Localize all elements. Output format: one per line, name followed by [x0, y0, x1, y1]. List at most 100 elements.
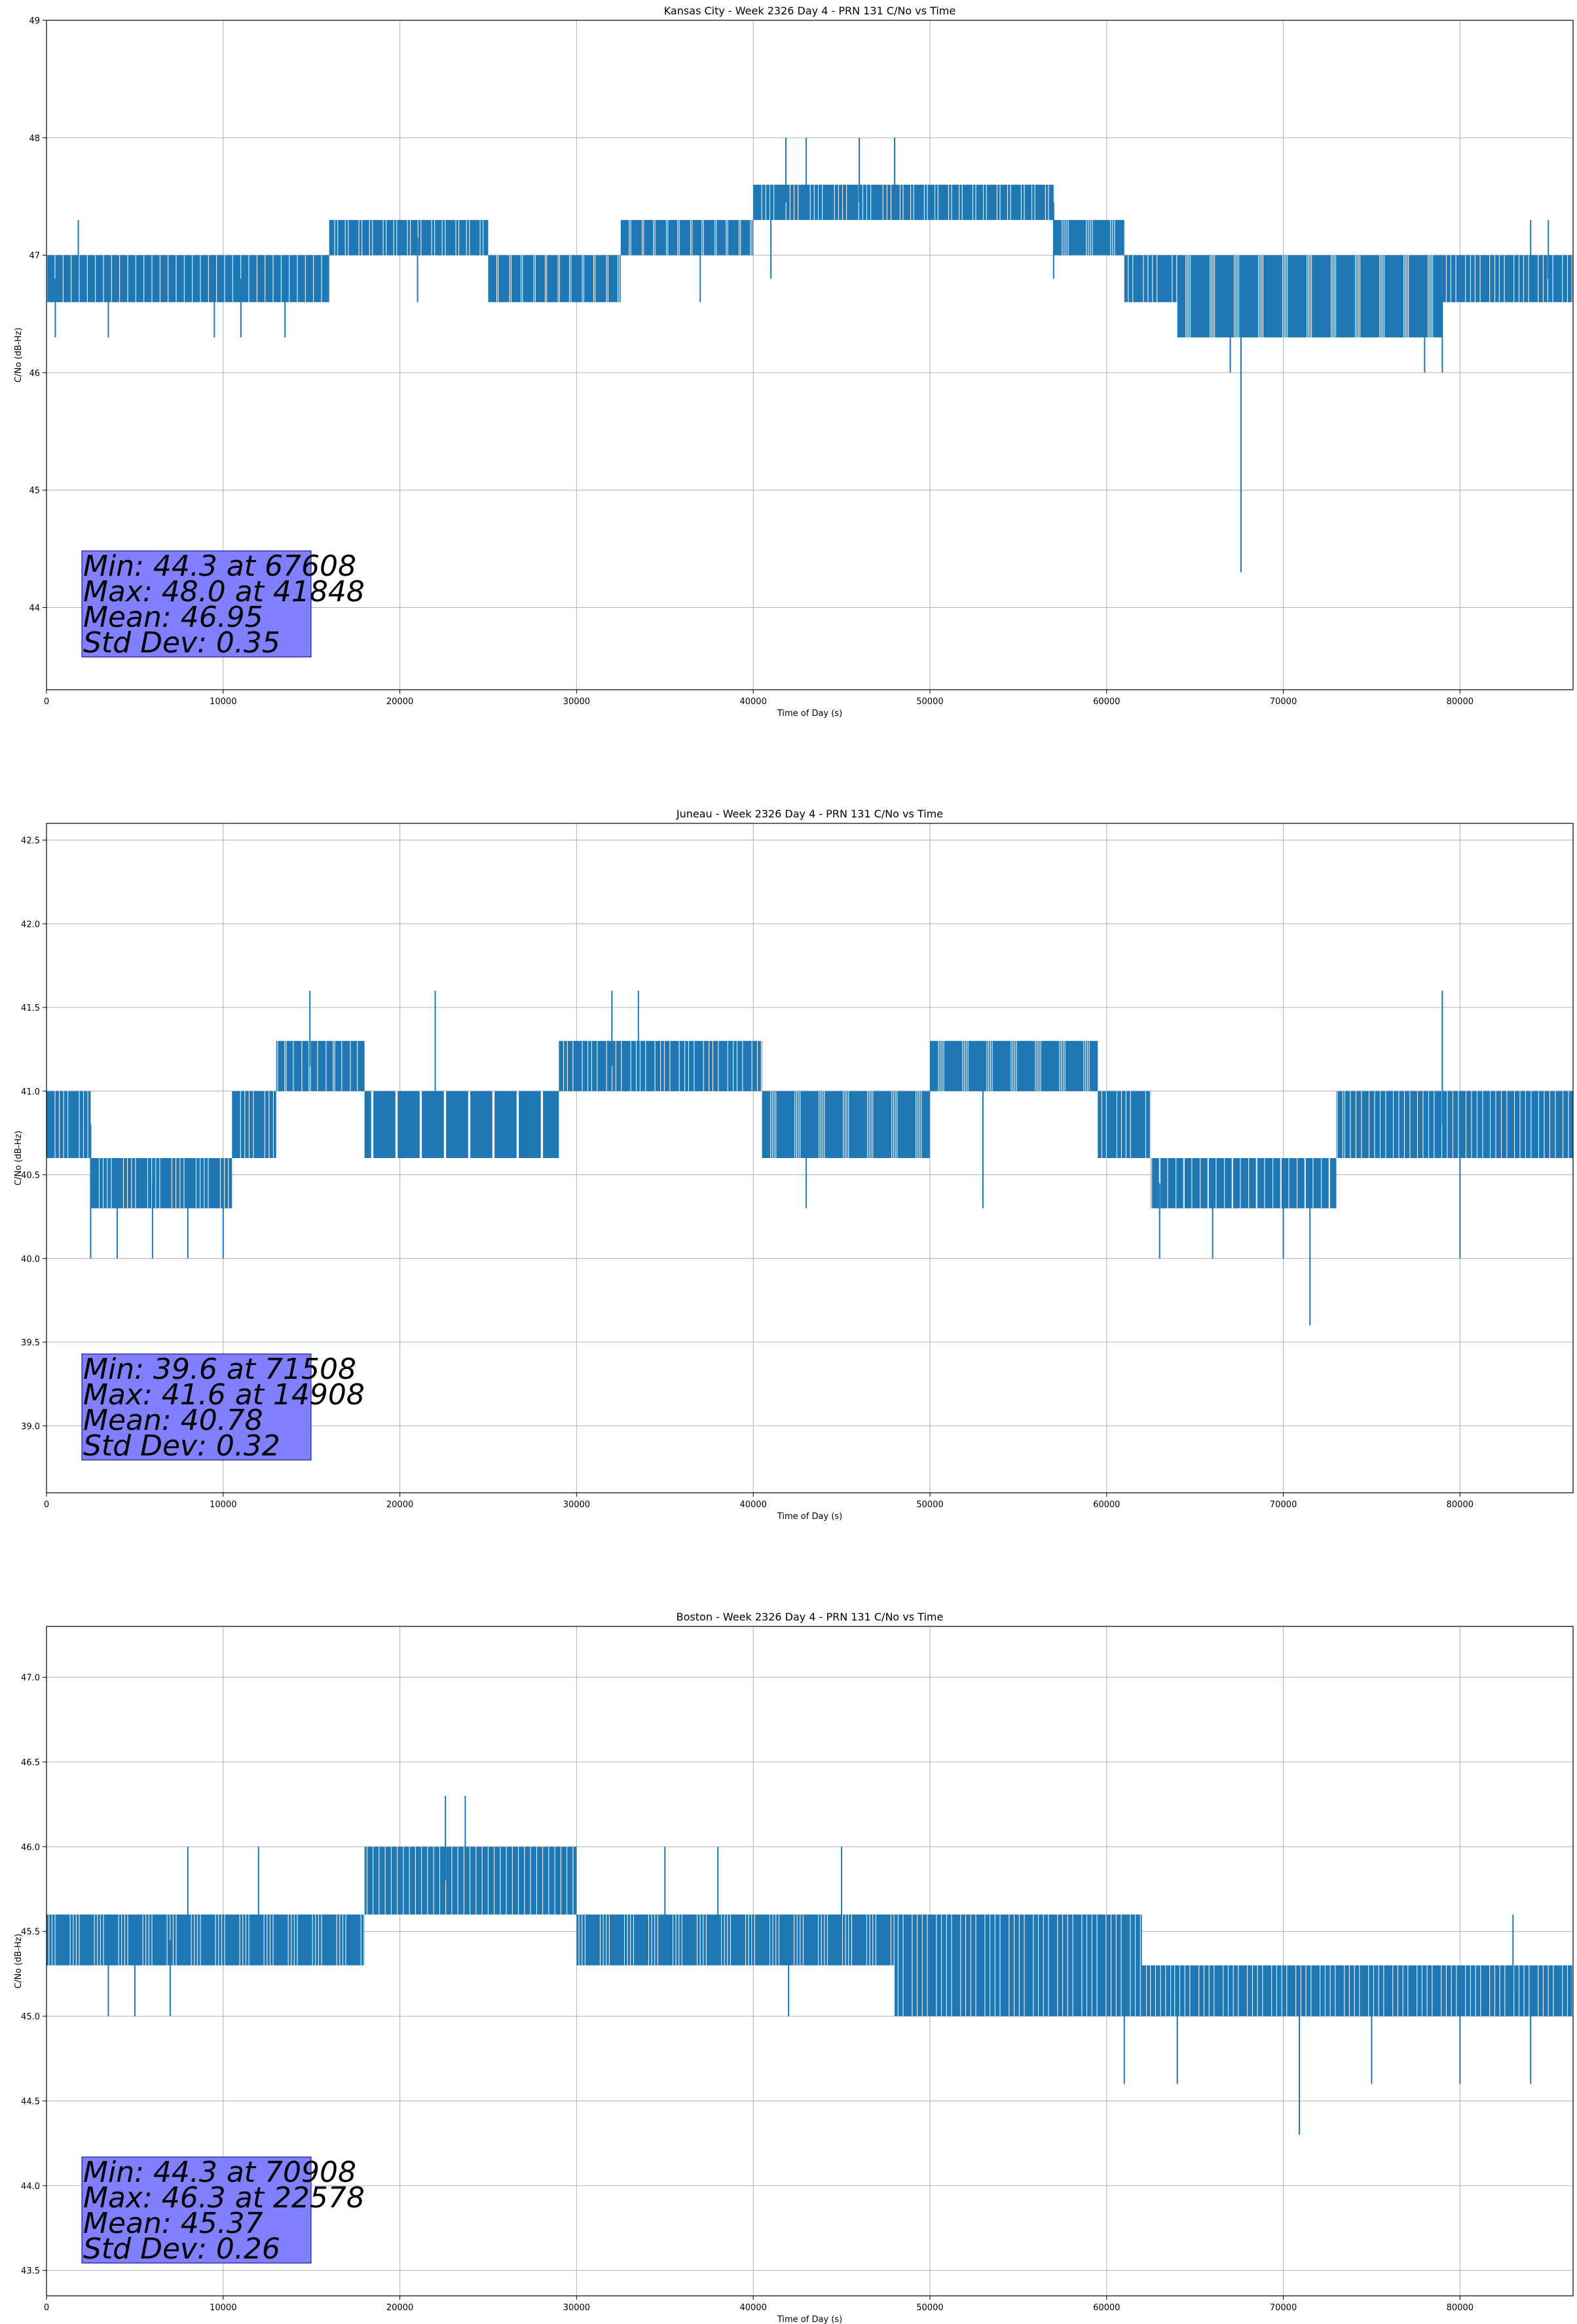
x-axis-label: Time of Day (s) [777, 1512, 842, 1522]
y-tick-label: 47 [29, 252, 40, 261]
x-tick-label: 10000 [210, 697, 236, 707]
chart-title: Kansas City - Week 2326 Day 4 - PRN 131 … [664, 5, 955, 17]
data-band [1336, 1091, 1573, 1158]
y-tick-label: 42.0 [21, 920, 40, 929]
y-tick-label: 39.0 [21, 1422, 40, 1432]
chart-title: Boston - Week 2326 Day 4 - PRN 131 C/No … [677, 1611, 944, 1623]
stats-std: Std Dev: 0.32 [83, 1429, 280, 1463]
y-tick-label: 40.5 [21, 1171, 40, 1181]
data-band [753, 185, 895, 220]
x-tick-label: 70000 [1270, 2303, 1297, 2313]
x-tick-label: 80000 [1447, 697, 1474, 707]
stats-std: Std Dev: 0.35 [83, 626, 280, 660]
data-band [1098, 1091, 1151, 1158]
stats-min: Min: 39.6 at 71508 [83, 1353, 356, 1386]
y-axis-label: C/No (dB-Hz) [14, 1131, 24, 1186]
data-band [1141, 1965, 1573, 2017]
data-band [895, 185, 1054, 220]
y-tick-label: 46.0 [21, 1843, 40, 1852]
y-tick-label: 46.5 [21, 1758, 40, 1768]
y-tick-label: 44.0 [21, 2182, 40, 2192]
x-tick-label: 0 [44, 697, 49, 707]
data-band [232, 1091, 276, 1158]
y-tick-label: 41.0 [21, 1087, 40, 1097]
data-band [1151, 1158, 1337, 1209]
chart-panel-2: 0 10000 20000 30000 40000 50000 60000 70000 8000… [14, 808, 1574, 1522]
x-tick-label: 30000 [563, 1500, 590, 1510]
y-tick-label: 44 [29, 603, 40, 613]
x-tick-label: 40000 [739, 1500, 766, 1510]
data-band [1442, 255, 1573, 303]
data-band [46, 1914, 365, 1966]
plot-frame [46, 823, 1574, 1493]
data-band [895, 1914, 1142, 2017]
data-band [46, 255, 329, 303]
x-tick-label: 10000 [210, 2303, 236, 2313]
x-axis-label: Time of Day (s) [777, 2315, 842, 2324]
stats-max: Max: 41.6 at 14908 [83, 1378, 365, 1412]
data-band [929, 1041, 1098, 1091]
stats-max: Max: 48.0 at 41848 [83, 575, 365, 609]
data-band [1124, 255, 1178, 303]
stats-min: Min: 44.3 at 67608 [83, 550, 356, 583]
x-tick-label: 20000 [386, 697, 413, 707]
x-tick-label: 60000 [1093, 1500, 1120, 1510]
plot-frame [46, 1626, 1574, 2296]
x-tick-label: 70000 [1270, 697, 1297, 707]
data-band [329, 219, 489, 255]
x-tick-label: 30000 [563, 697, 590, 707]
y-tick-label: 41.5 [21, 1003, 40, 1013]
x-tick-label: 60000 [1093, 2303, 1120, 2313]
data-series [46, 990, 1573, 1326]
chart-panel-1: 0 10000 20000 30000 40000 50000 60000 70000 8000… [14, 5, 1574, 719]
y-tick-label: 45 [29, 486, 40, 496]
y-tick-label: 42.5 [21, 836, 40, 846]
chart-title: Juneau - Week 2326 Day 4 - PRN 131 C/No … [676, 808, 943, 820]
x-tick-label: 70000 [1270, 1500, 1297, 1510]
stats-box [81, 550, 312, 658]
data-band [364, 1091, 559, 1158]
y-tick-label: 44.5 [21, 2097, 40, 2107]
stats-mean: Mean: 40.78 [83, 1404, 263, 1437]
data-band [364, 1846, 577, 1915]
data-band [762, 1091, 930, 1158]
stats-box [81, 1353, 312, 1461]
chart-panel-3: 0 10000 20000 30000 40000 50000 60000 70000 8000… [14, 1611, 1574, 2324]
x-tick-label: 0 [44, 2303, 49, 2313]
data-band [276, 1041, 365, 1091]
stats-box [81, 2156, 312, 2264]
y-tick-label: 47.0 [21, 1674, 40, 1683]
data-band [488, 255, 621, 303]
x-tick-label: 40000 [739, 697, 766, 707]
data-series [46, 1795, 1573, 2135]
x-tick-label: 80000 [1447, 1500, 1474, 1510]
x-tick-label: 10000 [210, 1500, 236, 1510]
y-axis-label: C/No (dB-Hz) [14, 1934, 24, 1989]
stats-max: Max: 46.3 at 22578 [83, 2181, 365, 2215]
y-tick-label: 49 [29, 16, 40, 26]
plot-frame [46, 20, 1574, 690]
y-tick-label: 39.5 [21, 1338, 40, 1348]
stats-std: Std Dev: 0.26 [83, 2232, 280, 2266]
y-tick-label: 45.5 [21, 1928, 40, 1938]
y-tick-label: 40.0 [21, 1254, 40, 1264]
x-tick-label: 30000 [563, 2303, 590, 2313]
x-tick-label: 20000 [386, 1500, 413, 1510]
x-tick-label: 20000 [386, 2303, 413, 2313]
stats-mean: Mean: 45.37 [83, 2207, 263, 2240]
stats-min: Min: 44.3 at 70908 [83, 2156, 356, 2189]
data-band [90, 1158, 232, 1209]
x-tick-label: 80000 [1447, 2303, 1474, 2313]
y-axis-label: C/No (dB-Hz) [14, 328, 24, 383]
x-tick-label: 50000 [916, 2303, 943, 2313]
x-tick-label: 60000 [1093, 697, 1120, 707]
y-tick-label: 45.0 [21, 2012, 40, 2022]
x-tick-label: 40000 [739, 2303, 766, 2313]
x-tick-label: 50000 [916, 1500, 943, 1510]
data-series [46, 138, 1573, 572]
stats-mean: Mean: 46.95 [83, 601, 263, 634]
x-tick-label: 50000 [916, 697, 943, 707]
y-tick-label: 46 [29, 369, 40, 379]
y-tick-label: 43.5 [21, 2266, 40, 2276]
